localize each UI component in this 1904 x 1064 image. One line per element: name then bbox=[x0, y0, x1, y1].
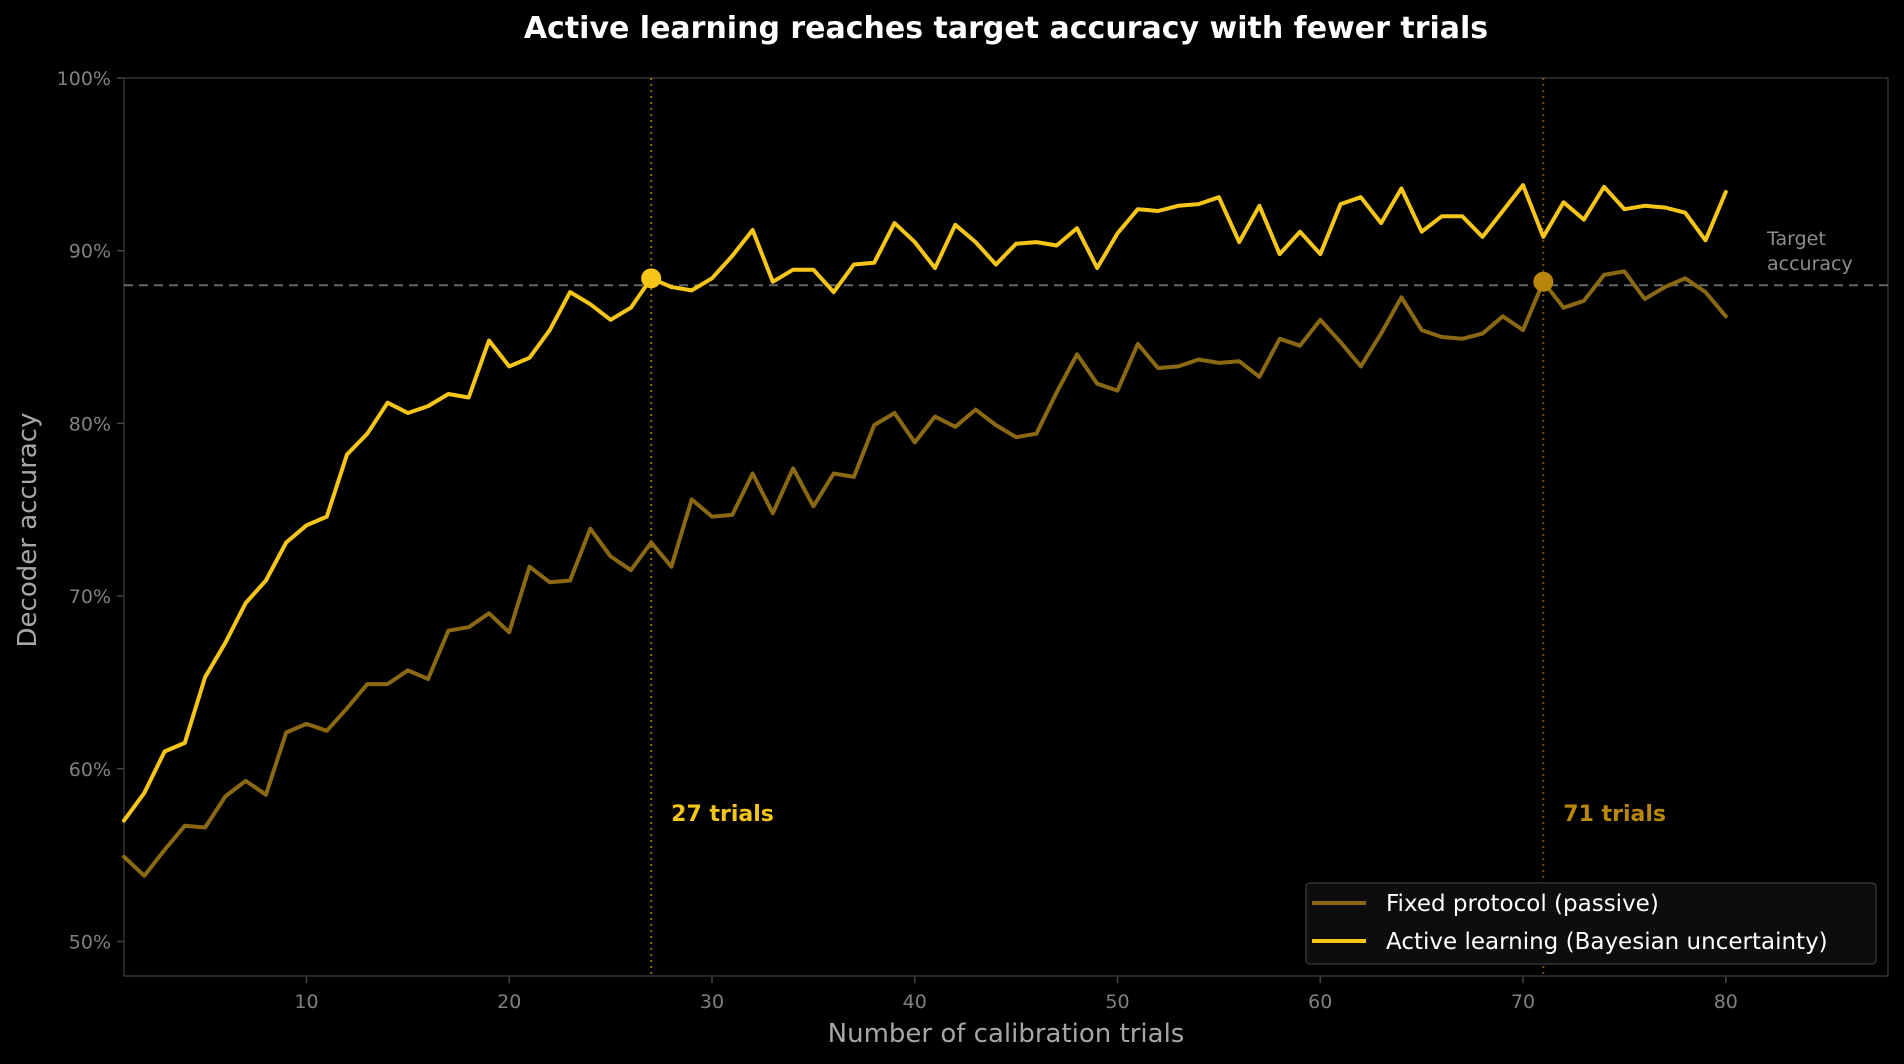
plot-area: 10 20 30 40 50 60 70 80 50% 60% 70% 80% 90% 100% Targe… bbox=[57, 68, 1889, 1013]
x-tick-label-40: 40 bbox=[903, 991, 927, 1013]
x-tick-label-70: 70 bbox=[1511, 991, 1535, 1013]
target-label-line2: accuracy bbox=[1767, 253, 1853, 275]
crossing-marker-71 bbox=[1533, 271, 1554, 292]
y-tick-label-3: 80% bbox=[69, 413, 111, 435]
x-axis-label: Number of calibration trials bbox=[828, 1019, 1185, 1049]
x-tick-label-20: 20 bbox=[497, 991, 521, 1013]
target-label-line1: Target bbox=[1766, 228, 1826, 250]
legend: Fixed protocol (passive) Active learning… bbox=[1305, 882, 1877, 965]
chart-title: Active learning reaches target accuracy … bbox=[524, 11, 1488, 46]
y-tick-label-1: 60% bbox=[69, 759, 111, 781]
series-line-passive bbox=[122, 269, 1728, 878]
series-line-active bbox=[122, 183, 1728, 823]
legend-label-passive: Fixed protocol (passive) bbox=[1386, 891, 1659, 917]
crossing-marker-27 bbox=[641, 268, 662, 289]
crossing-label-71: 71 trials bbox=[1563, 802, 1666, 827]
y-tick-label-2: 70% bbox=[69, 586, 111, 608]
x-tick-label-30: 30 bbox=[700, 991, 724, 1013]
x-tick-label-80: 80 bbox=[1714, 991, 1738, 1013]
plot-frame bbox=[123, 77, 1889, 977]
x-tick-label-50: 50 bbox=[1105, 991, 1129, 1013]
legend-box bbox=[1305, 882, 1877, 965]
y-tick-label-0: 50% bbox=[69, 931, 111, 953]
crossing-label-27: 27 trials bbox=[671, 802, 774, 827]
y-axis-label: Decoder accuracy bbox=[13, 413, 43, 648]
legend-label-active: Active learning (Bayesian uncertainty) bbox=[1386, 929, 1828, 955]
y-tick-label-5: 100% bbox=[57, 68, 111, 90]
x-tick-label-10: 10 bbox=[294, 991, 318, 1013]
y-tick-label-4: 90% bbox=[69, 241, 111, 263]
x-tick-label-60: 60 bbox=[1308, 991, 1332, 1013]
